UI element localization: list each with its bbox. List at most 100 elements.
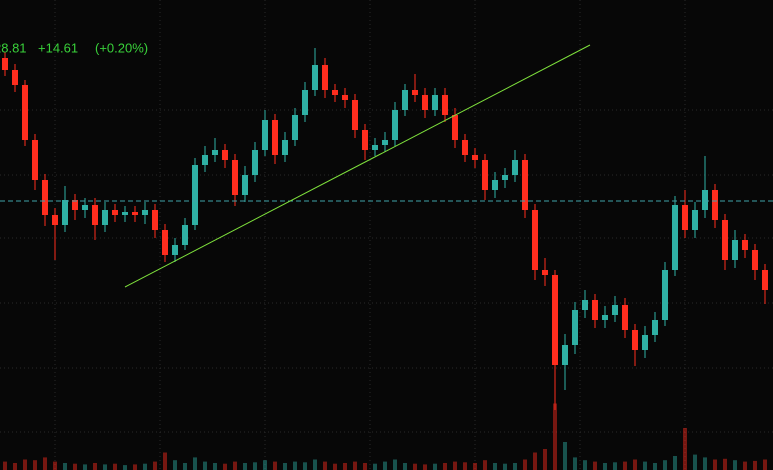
- volume-bar: [643, 461, 647, 470]
- volume-bar: [233, 461, 237, 470]
- candle-body: [662, 270, 668, 320]
- volume-bar: [533, 452, 537, 470]
- volume-bar: [623, 461, 627, 470]
- candle-body: [462, 140, 468, 155]
- volume-bar: [443, 463, 447, 470]
- volume-bar: [613, 462, 617, 470]
- volume-bar: [263, 460, 267, 470]
- quote-change: +14.61: [38, 40, 78, 55]
- candle-body: [322, 65, 328, 90]
- candle-body: [582, 300, 588, 310]
- candle-body: [402, 90, 408, 110]
- volume-bar: [503, 463, 507, 470]
- volume-bar: [563, 442, 567, 470]
- candle-body: [52, 215, 58, 225]
- volume-bar: [483, 460, 487, 470]
- candle-body: [542, 270, 548, 275]
- candle-body: [102, 210, 108, 225]
- annotations: [0, 44, 773, 288]
- volume-bar: [373, 463, 377, 470]
- candle-body: [732, 240, 738, 260]
- volume-bar: [713, 459, 717, 470]
- candle-body: [642, 335, 648, 350]
- candle-body: [692, 210, 698, 230]
- candle-body: [42, 180, 48, 215]
- candle-body: [312, 65, 318, 90]
- volume-bar: [383, 461, 387, 470]
- volume-bar: [543, 449, 547, 470]
- volume-bar: [593, 461, 597, 470]
- volume-bar: [683, 428, 687, 470]
- candle-body: [92, 205, 98, 225]
- volume-bar: [183, 463, 187, 470]
- volume-bar: [733, 460, 737, 470]
- candle-body: [612, 305, 618, 315]
- candle-body: [172, 245, 178, 255]
- candle-body: [62, 200, 68, 225]
- candle-body: [552, 275, 558, 365]
- candle-body: [672, 205, 678, 270]
- candle-body: [162, 230, 168, 255]
- candle-body: [572, 310, 578, 345]
- candles: [2, 48, 768, 410]
- volume-bar: [33, 460, 37, 470]
- volume-bar: [493, 463, 497, 470]
- volume-bar: [163, 452, 167, 470]
- trend-line: [124, 44, 591, 288]
- candle-body: [442, 95, 448, 115]
- volume-bar: [193, 457, 197, 470]
- volume-bar: [583, 460, 587, 470]
- candle-body: [472, 155, 478, 160]
- volume-bar: [93, 463, 97, 470]
- volume-bar: [513, 463, 517, 470]
- volume-bar: [43, 457, 47, 470]
- candle-body: [2, 58, 8, 70]
- volume-bar: [123, 465, 127, 470]
- candle-body: [382, 140, 388, 145]
- candle-body: [362, 130, 368, 150]
- volume-bar: [213, 463, 217, 470]
- volume-bar: [653, 463, 657, 470]
- volume-bar: [723, 458, 727, 470]
- candle-body: [252, 150, 258, 175]
- candle-body: [192, 165, 198, 225]
- candle-body: [212, 150, 218, 155]
- volume-bar: [323, 461, 327, 470]
- candle-body: [332, 90, 338, 95]
- volume-bar: [633, 459, 637, 470]
- volume-bar: [573, 457, 577, 470]
- volume-bar: [553, 403, 557, 470]
- volume-bar: [603, 463, 607, 470]
- quote-percent: (+0.20%): [95, 40, 148, 55]
- candle-body: [712, 190, 718, 220]
- candle-body: [222, 150, 228, 160]
- volume-bar: [73, 463, 77, 470]
- candle-body: [292, 115, 298, 140]
- quote-price: 28.81: [0, 40, 27, 55]
- volume-bar: [223, 463, 227, 470]
- volume-bar: [303, 462, 307, 470]
- volume-bar: [753, 460, 757, 470]
- volume-bar: [143, 463, 147, 470]
- volume-bar: [203, 461, 207, 470]
- volume-bar: [13, 463, 17, 470]
- volume-bar: [63, 463, 67, 470]
- candle-body: [202, 155, 208, 165]
- candle-body: [562, 345, 568, 365]
- volume-bar: [453, 461, 457, 470]
- candle-body: [512, 160, 518, 175]
- volume-bar: [663, 460, 667, 470]
- volume-bar: [343, 463, 347, 470]
- volume-bar: [23, 459, 27, 470]
- candle-body: [32, 140, 38, 180]
- candle-body: [452, 115, 458, 140]
- volume-bar: [703, 457, 707, 470]
- volume-bar: [433, 463, 437, 470]
- candle-body: [262, 120, 268, 150]
- volume-bar: [253, 462, 257, 470]
- candle-body: [682, 205, 688, 230]
- volume-bar: [353, 461, 357, 470]
